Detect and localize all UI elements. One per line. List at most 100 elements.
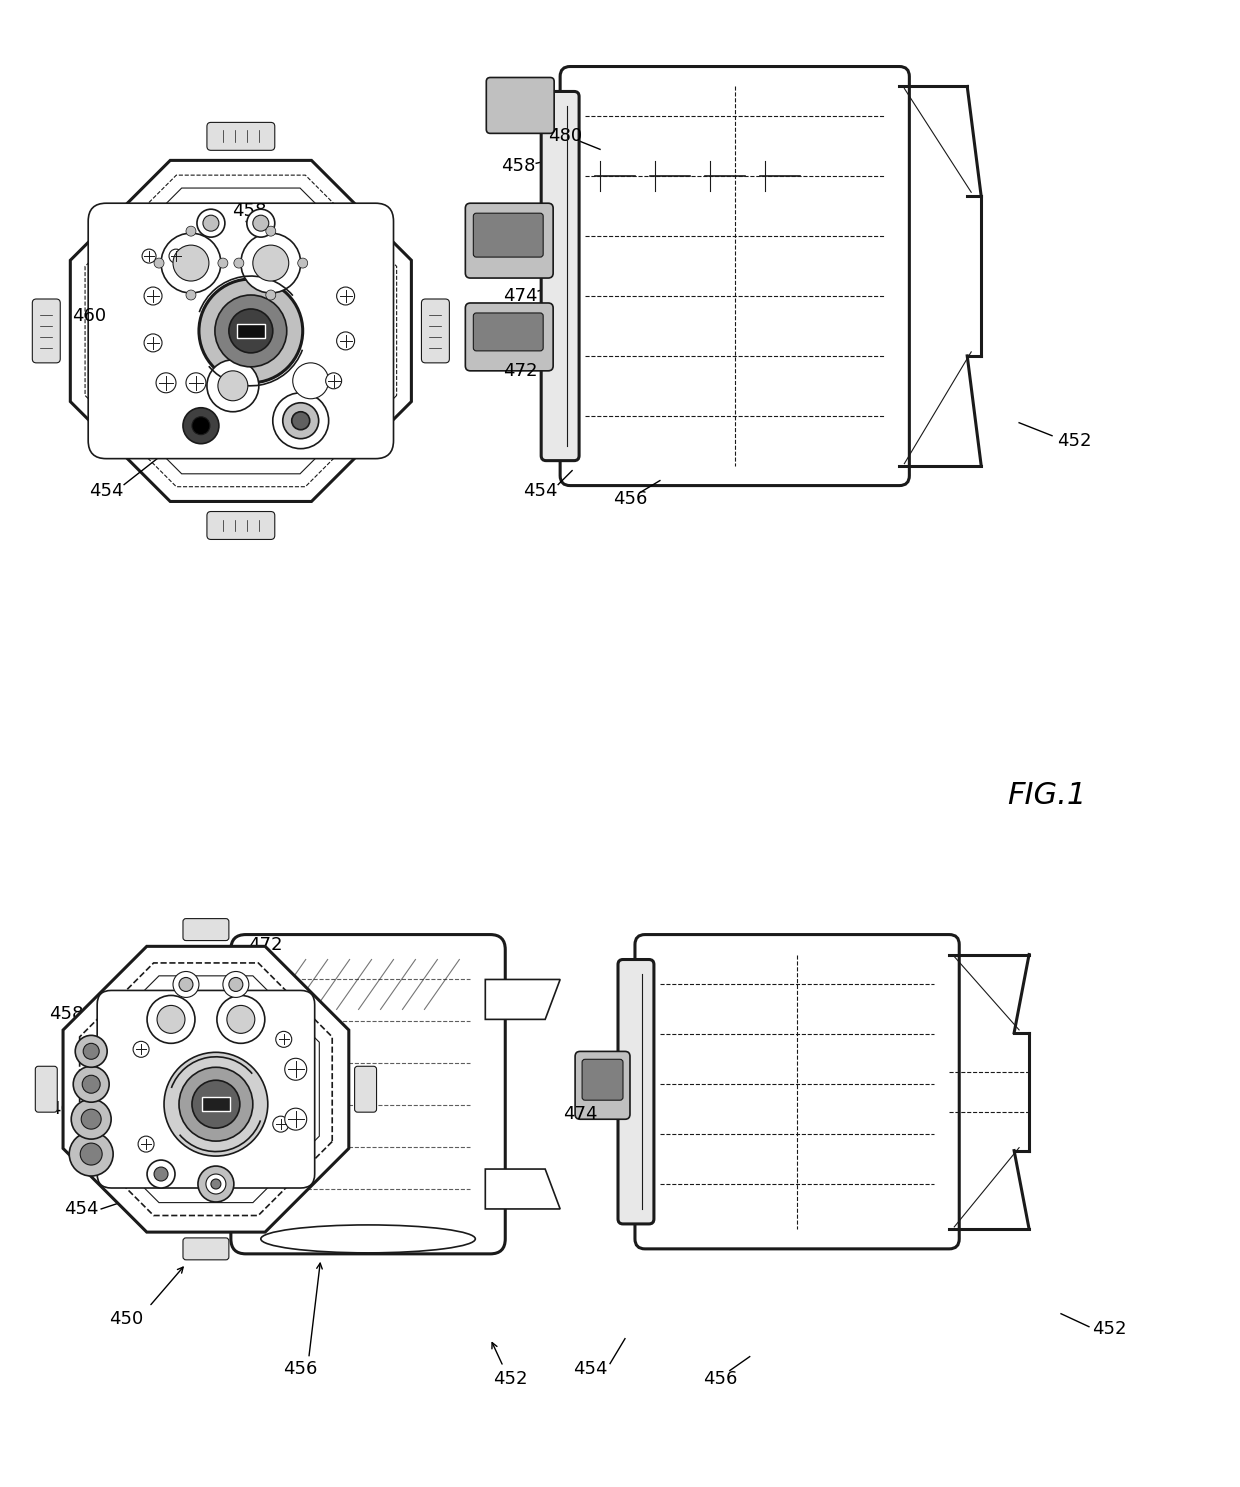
Circle shape bbox=[285, 1059, 306, 1080]
Circle shape bbox=[253, 216, 269, 230]
Circle shape bbox=[206, 1175, 226, 1194]
Circle shape bbox=[247, 210, 275, 236]
Text: 450: 450 bbox=[109, 1310, 144, 1328]
Circle shape bbox=[133, 1041, 149, 1057]
FancyBboxPatch shape bbox=[560, 67, 909, 486]
Text: 460: 460 bbox=[50, 1100, 83, 1118]
Circle shape bbox=[198, 280, 303, 382]
Text: 454: 454 bbox=[523, 482, 558, 500]
Circle shape bbox=[192, 1080, 239, 1129]
Circle shape bbox=[285, 1108, 306, 1130]
Circle shape bbox=[144, 287, 162, 305]
Circle shape bbox=[273, 393, 329, 449]
Text: 454: 454 bbox=[64, 1200, 98, 1218]
Circle shape bbox=[218, 370, 248, 401]
Circle shape bbox=[154, 1167, 167, 1181]
Text: 460: 460 bbox=[72, 306, 107, 326]
FancyBboxPatch shape bbox=[541, 92, 579, 461]
Text: 452: 452 bbox=[494, 1370, 527, 1387]
FancyBboxPatch shape bbox=[465, 204, 553, 278]
Circle shape bbox=[184, 407, 219, 443]
Circle shape bbox=[69, 1132, 113, 1176]
Circle shape bbox=[215, 294, 286, 367]
Text: 472: 472 bbox=[503, 361, 537, 379]
Circle shape bbox=[283, 403, 319, 439]
FancyBboxPatch shape bbox=[474, 312, 543, 351]
Circle shape bbox=[81, 1144, 102, 1164]
Circle shape bbox=[211, 1179, 221, 1190]
Circle shape bbox=[138, 1136, 154, 1152]
FancyBboxPatch shape bbox=[635, 934, 960, 1249]
Circle shape bbox=[76, 1035, 107, 1068]
Circle shape bbox=[143, 250, 156, 263]
Circle shape bbox=[148, 995, 195, 1044]
Circle shape bbox=[154, 259, 164, 268]
Circle shape bbox=[73, 1066, 109, 1102]
FancyBboxPatch shape bbox=[32, 299, 61, 363]
Text: 458: 458 bbox=[501, 158, 536, 175]
Circle shape bbox=[81, 1109, 102, 1129]
Circle shape bbox=[192, 416, 210, 434]
Circle shape bbox=[336, 287, 355, 305]
Text: 472: 472 bbox=[248, 935, 283, 953]
Circle shape bbox=[197, 210, 224, 236]
FancyBboxPatch shape bbox=[184, 1237, 229, 1259]
FancyBboxPatch shape bbox=[184, 919, 229, 941]
Text: 474: 474 bbox=[563, 1105, 598, 1123]
Polygon shape bbox=[71, 161, 412, 501]
Ellipse shape bbox=[260, 1225, 475, 1254]
FancyBboxPatch shape bbox=[202, 1097, 229, 1111]
Circle shape bbox=[217, 995, 265, 1044]
Text: 454: 454 bbox=[89, 482, 124, 500]
Circle shape bbox=[161, 233, 221, 293]
Circle shape bbox=[298, 259, 308, 268]
FancyBboxPatch shape bbox=[35, 1066, 57, 1112]
Circle shape bbox=[82, 1075, 100, 1093]
Text: 456: 456 bbox=[613, 489, 647, 507]
Circle shape bbox=[157, 1005, 185, 1033]
Circle shape bbox=[223, 971, 249, 998]
FancyBboxPatch shape bbox=[618, 959, 653, 1224]
Circle shape bbox=[275, 1032, 291, 1047]
Text: 452: 452 bbox=[1091, 1319, 1126, 1338]
Text: 454: 454 bbox=[573, 1359, 608, 1377]
Text: 456: 456 bbox=[703, 1370, 737, 1387]
Circle shape bbox=[148, 1160, 175, 1188]
FancyBboxPatch shape bbox=[207, 512, 275, 540]
Polygon shape bbox=[485, 1169, 560, 1209]
Circle shape bbox=[218, 259, 228, 268]
Circle shape bbox=[71, 1099, 112, 1139]
Circle shape bbox=[293, 363, 329, 399]
Circle shape bbox=[156, 373, 176, 393]
Circle shape bbox=[169, 250, 184, 263]
Circle shape bbox=[83, 1044, 99, 1059]
Circle shape bbox=[291, 412, 310, 430]
Circle shape bbox=[253, 245, 289, 281]
Circle shape bbox=[164, 1053, 268, 1155]
Circle shape bbox=[186, 290, 196, 300]
FancyBboxPatch shape bbox=[97, 990, 315, 1188]
FancyBboxPatch shape bbox=[486, 77, 554, 134]
Text: 456: 456 bbox=[284, 1359, 317, 1377]
Circle shape bbox=[174, 245, 208, 281]
Circle shape bbox=[265, 290, 275, 300]
Circle shape bbox=[207, 360, 259, 412]
Circle shape bbox=[273, 1117, 289, 1132]
Circle shape bbox=[179, 977, 193, 992]
Text: 480: 480 bbox=[548, 128, 583, 146]
Circle shape bbox=[234, 259, 244, 268]
Circle shape bbox=[227, 1005, 254, 1033]
Polygon shape bbox=[63, 946, 348, 1233]
Circle shape bbox=[198, 1166, 234, 1201]
Circle shape bbox=[229, 309, 273, 352]
FancyBboxPatch shape bbox=[474, 213, 543, 257]
Circle shape bbox=[203, 216, 219, 230]
FancyBboxPatch shape bbox=[465, 303, 553, 370]
Circle shape bbox=[144, 335, 162, 352]
FancyBboxPatch shape bbox=[422, 299, 449, 363]
Text: 458: 458 bbox=[232, 202, 267, 220]
FancyBboxPatch shape bbox=[207, 122, 275, 150]
Circle shape bbox=[241, 233, 301, 293]
Polygon shape bbox=[485, 980, 560, 1020]
Circle shape bbox=[179, 1068, 253, 1141]
